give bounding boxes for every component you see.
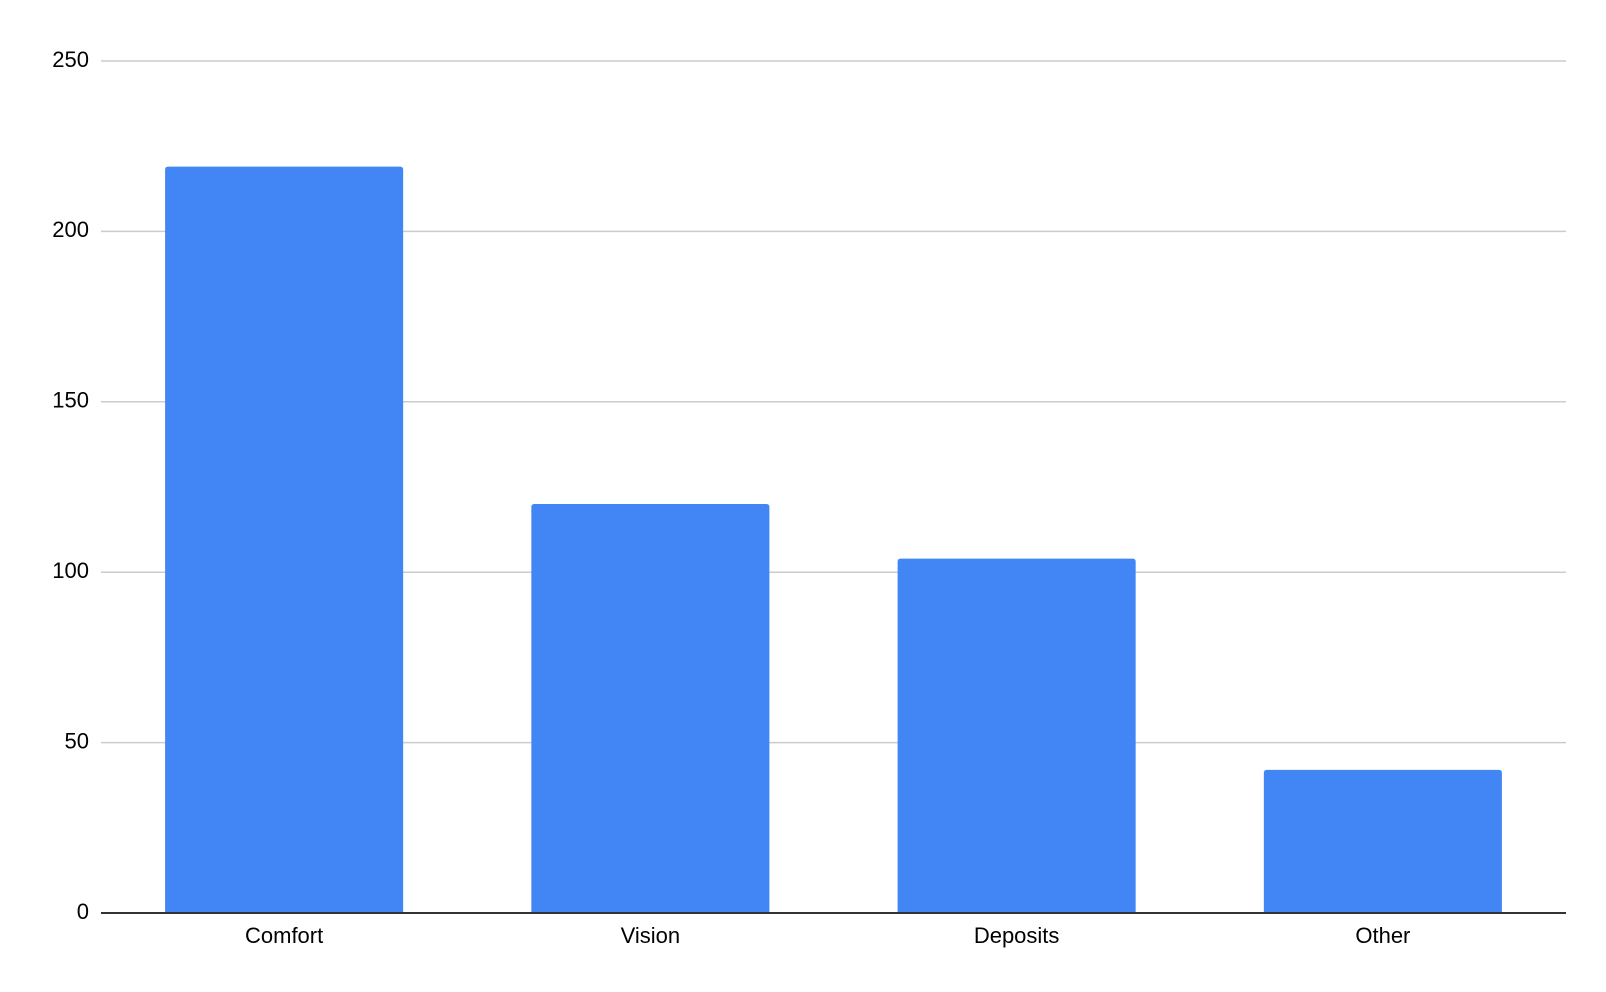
x-tick-label: Comfort	[245, 923, 323, 948]
y-tick-label: 150	[52, 388, 89, 413]
bar-vision[interactable]	[531, 504, 770, 913]
x-tick-label: Deposits	[974, 923, 1060, 948]
bar-deposits[interactable]	[897, 558, 1136, 913]
bar-comfort[interactable]	[165, 166, 404, 913]
y-tick-label: 0	[77, 899, 89, 924]
bars	[165, 166, 1502, 913]
x-tick-label: Vision	[621, 923, 681, 948]
bar-other[interactable]	[1263, 769, 1502, 913]
y-axis-tick-labels: 0 50 100 150 200 250	[52, 47, 89, 924]
x-tick-label: Other	[1355, 923, 1410, 948]
y-tick-label: 50	[65, 728, 89, 753]
y-tick-label: 100	[52, 558, 89, 583]
x-axis-tick-labels: Comfort Vision Deposits Other	[245, 923, 1410, 948]
y-tick-label: 250	[52, 47, 89, 72]
y-tick-label: 200	[52, 217, 89, 242]
